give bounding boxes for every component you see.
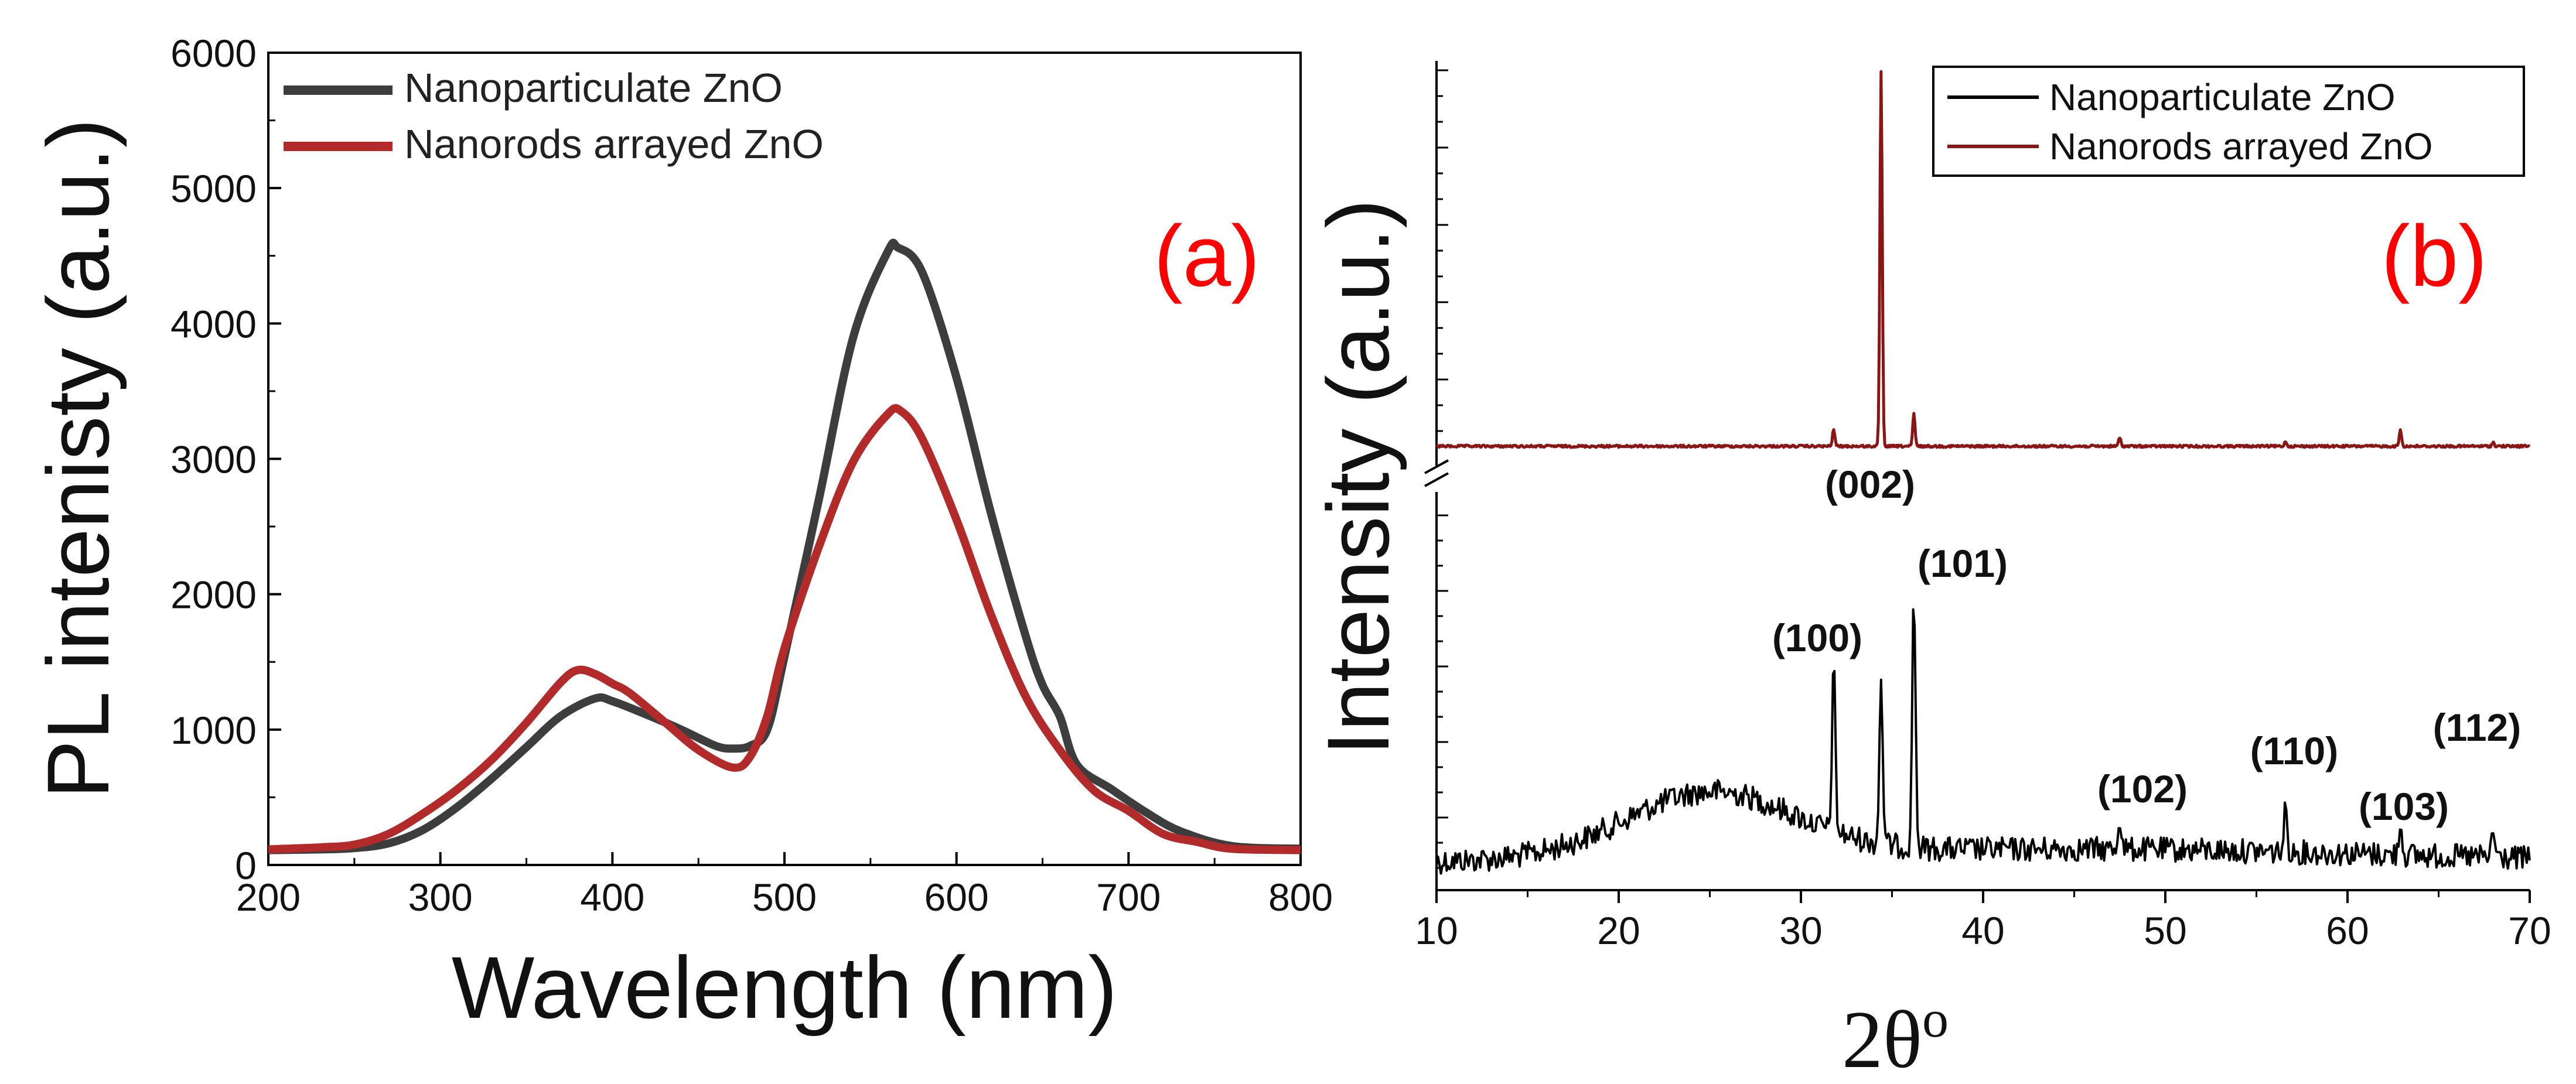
peak-label-002: (002) — [1825, 463, 1915, 506]
peak-label-110: (110) — [2250, 729, 2338, 772]
a-y-tick-label: 0 — [235, 844, 257, 887]
a-x-tick-label: 500 — [752, 876, 817, 919]
panel-b-x-axis-title: 2θo — [1842, 990, 1949, 1084]
panel-a-label: (a) — [1154, 208, 1260, 305]
panel-b-x-axis-title-degree: o — [1922, 990, 1949, 1048]
panel-b-legend: Nanoparticulate ZnO Nanorods arrayed ZnO — [1932, 66, 2525, 177]
legend-b-nanoparticulate-label: Nanoparticulate ZnO — [2049, 76, 2396, 118]
b-series-line-nanoparticulate — [1435, 608, 2531, 875]
peak-label-103: (103) — [2359, 785, 2449, 828]
a-series-line-nanorods — [268, 404, 1301, 854]
peak-label-100: (100) — [1772, 616, 1862, 659]
panel-a-plot-frame — [267, 52, 1302, 866]
peak-label-112: (112) — [2433, 706, 2521, 749]
b-series-line-nanorods — [1435, 70, 2531, 449]
a-series-line-nanoparticulate — [268, 238, 1301, 854]
b-x-tick-label: 20 — [1597, 909, 1640, 952]
panel-b-chart: 10 20 30 40 50 60 70 (b) Nanoparticulate ZnO N… — [1309, 61, 2551, 1084]
panel-a-legend: Nanoparticulate ZnO Nanorods arrayed ZnO — [284, 65, 824, 167]
legend-b-nanorods-label: Nanorods arrayed ZnO — [2049, 125, 2433, 167]
peak-label-101: (101) — [1918, 542, 2008, 585]
b-x-tick-label: 50 — [2144, 909, 2186, 952]
peak-label-102: (102) — [2097, 767, 2188, 811]
panel-a-y-axis-title: PL intenisty (a.u.) — [29, 118, 127, 799]
a-y-tick-label: 1000 — [170, 709, 257, 752]
a-x-tick-label: 600 — [924, 876, 989, 919]
legend-a-nanorods-label: Nanorods arrayed ZnO — [404, 121, 824, 167]
a-y-tick-label: 3000 — [170, 438, 257, 481]
a-x-tick-label: 200 — [236, 876, 301, 919]
b-x-tick-label: 10 — [1415, 909, 1458, 952]
a-y-tick-label: 6000 — [170, 32, 257, 75]
a-x-tick-label: 400 — [580, 876, 644, 919]
panel-a-x-axis-title: Wavelength (nm) — [452, 938, 1118, 1037]
a-y-tick-label: 5000 — [170, 167, 257, 210]
panel-b-y-axis-title: Intensity (a.u.) — [1309, 199, 1407, 755]
a-y-tick-label: 2000 — [170, 573, 257, 617]
panel-b-axis-break-mark-1 — [1424, 459, 1449, 474]
panel-b-x-axis-title-main: 2θ — [1842, 994, 1922, 1084]
panel-b-peak-labels: (002) (100) (101) (102) (110) (103) (112… — [1772, 463, 2521, 828]
panel-a-series — [268, 238, 1301, 854]
a-x-tick-label: 300 — [408, 876, 473, 919]
panel-b-series — [1435, 70, 2531, 875]
panel-b-axis-break-mark-2 — [1424, 472, 1449, 487]
a-x-tick-label: 700 — [1096, 876, 1161, 919]
a-y-tick-label: 4000 — [170, 302, 257, 346]
panel-a-ticks: 200 300 400 500 600 700 800 0 1000 2000 3000 4000 50… — [170, 32, 1333, 919]
b-x-tick-label: 60 — [2326, 909, 2369, 952]
panel-b-label: (b) — [2381, 208, 2488, 305]
legend-a-nanoparticulate-label: Nanoparticulate ZnO — [404, 65, 783, 111]
b-x-tick-label: 40 — [1961, 909, 2004, 952]
b-x-tick-label: 70 — [2508, 909, 2551, 952]
panel-a-chart: 200 300 400 500 600 700 800 0 1000 2000 3000 4000 50… — [29, 32, 1333, 1037]
panel-b-legend-box — [1932, 66, 2525, 177]
a-x-tick-label: 800 — [1268, 876, 1333, 919]
b-x-tick-label: 30 — [1779, 909, 1822, 952]
